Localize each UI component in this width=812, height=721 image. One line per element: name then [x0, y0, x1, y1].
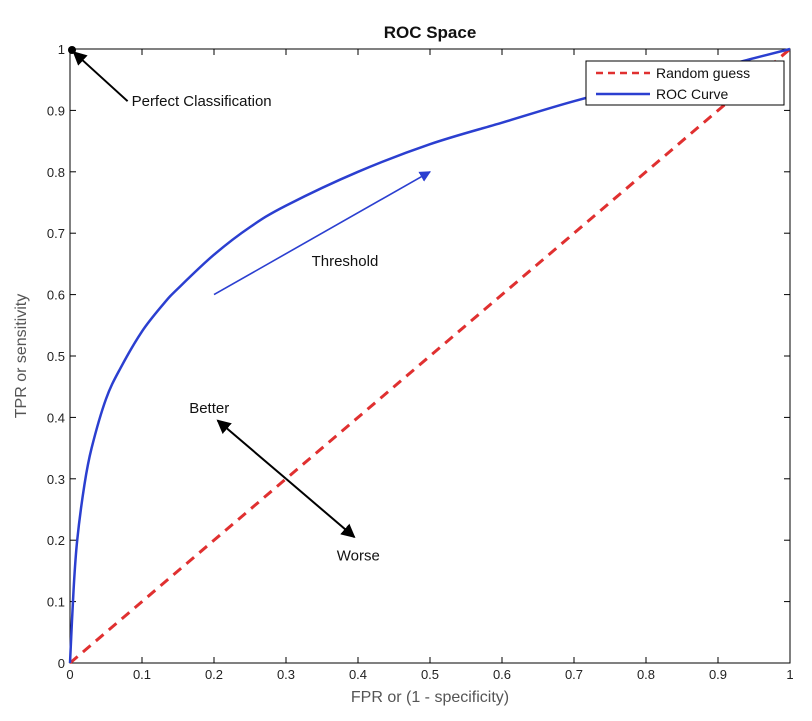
x-tick-label: 0.6 — [493, 667, 511, 682]
better-arrow — [216, 419, 287, 480]
y-tick-label: 0.9 — [47, 103, 65, 118]
y-axis-ticks: 0 0.1 0.2 0.3 0.4 0.5 0.6 0.7 0.8 0.9 1 — [47, 42, 790, 671]
x-tick-label: 0.8 — [637, 667, 655, 682]
y-tick-label: 0.7 — [47, 226, 65, 241]
y-tick-label: 0.1 — [47, 595, 65, 610]
x-axis-title: FPR or (1 - specificity) — [351, 689, 509, 706]
legend-box — [585, 60, 785, 106]
x-tick-label: 0.1 — [133, 667, 151, 682]
x-tick-label: 0.3 — [277, 667, 295, 682]
x-tick-label: 0.7 — [565, 667, 583, 682]
x-tick-label: 0.2 — [205, 667, 223, 682]
x-tick-label: 0.4 — [349, 667, 367, 682]
x-tick-label: 0.5 — [421, 667, 439, 682]
series-random-guess-line — [69, 47, 791, 665]
chart-title: ROC Space — [384, 23, 477, 42]
annotation-perfect-classification: Perfect Classification — [132, 93, 272, 110]
y-tick-label: 1 — [58, 42, 65, 57]
threshold-arrow — [213, 171, 431, 296]
x-tick-label: 0 — [66, 667, 73, 682]
legend-label-roc-curve: ROC Curve — [656, 86, 729, 102]
annotation-better: Better — [189, 400, 229, 417]
x-tick-label: 1 — [786, 667, 793, 682]
y-tick-label: 0.4 — [47, 410, 65, 425]
x-tick-label: 0.9 — [709, 667, 727, 682]
perfect-classification-arrow — [72, 51, 129, 102]
y-tick-label: 0.6 — [47, 288, 65, 303]
y-tick-label: 0.5 — [47, 349, 65, 364]
annotation-threshold: Threshold — [312, 253, 379, 270]
y-tick-label: 0 — [58, 656, 65, 671]
y-axis-title: TPR or sensitivity — [13, 294, 30, 418]
annotation-worse: Worse — [337, 548, 380, 565]
y-tick-label: 0.2 — [47, 533, 65, 548]
y-tick-label: 0.3 — [47, 472, 65, 487]
y-tick-label: 0.8 — [47, 165, 65, 180]
x-axis-ticks: 0 0.1 0.2 0.3 0.4 0.5 0.6 0.7 0.8 0.9 1 — [66, 49, 794, 682]
legend-label-random-guess: Random guess — [656, 65, 750, 81]
legend: Random guess ROC Curve — [585, 60, 785, 106]
worse-arrow — [285, 478, 356, 539]
